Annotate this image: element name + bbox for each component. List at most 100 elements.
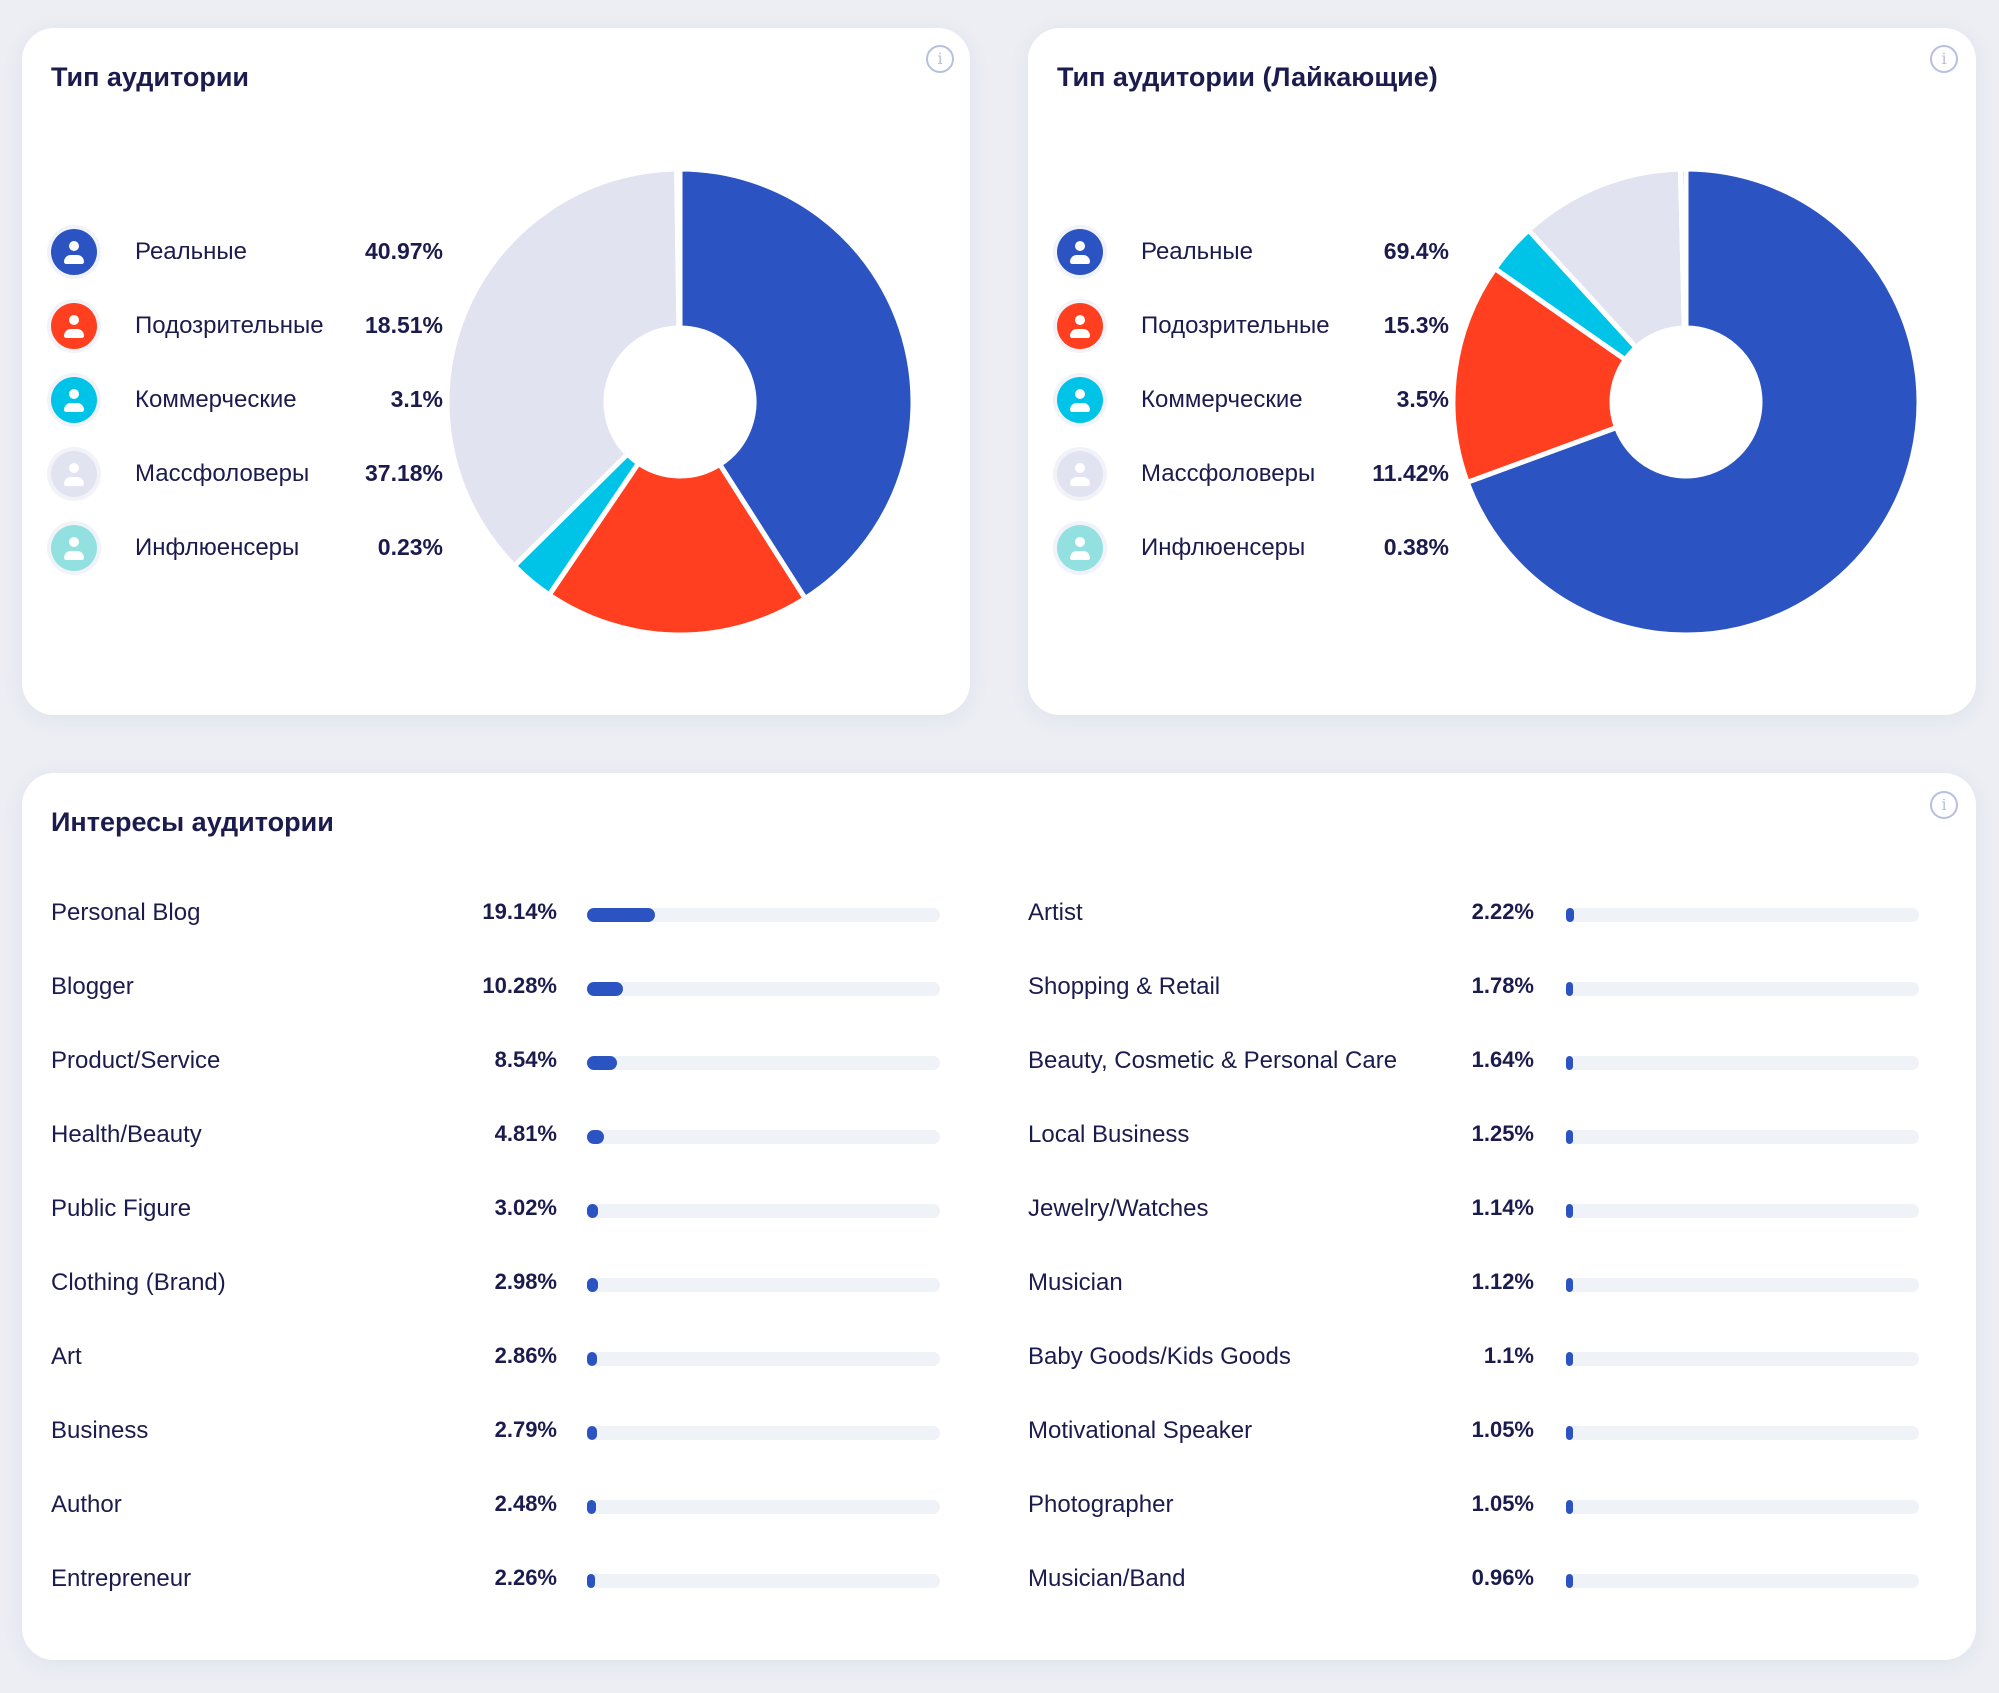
interest-row: Baby Goods/Kids Goods 1.1% (1028, 1337, 1919, 1377)
legend-value: 40.97% (364, 238, 443, 264)
interest-row: Musician/Band 0.96% (1028, 1559, 1919, 1599)
interest-value: 1.05% (1471, 1417, 1534, 1442)
interest-name: Art (51, 1343, 82, 1370)
interest-value: 1.05% (1471, 1491, 1534, 1516)
interest-name: Baby Goods/Kids Goods (1028, 1343, 1291, 1370)
interest-bar-track (1566, 1278, 1919, 1292)
legend-value: 3.5% (1396, 386, 1449, 412)
interest-value: 4.81% (494, 1121, 557, 1146)
legend-value: 0.23% (377, 534, 443, 560)
interest-name: Product/Service (51, 1047, 221, 1074)
legend-label: Коммерческие (1141, 386, 1303, 413)
interest-row: Local Business 1.25% (1028, 1115, 1919, 1155)
interest-name: Shopping & Retail (1028, 973, 1221, 1000)
legend-value: 37.18% (364, 460, 443, 486)
interest-value: 2.26% (494, 1565, 557, 1590)
legend-item-commercial: Коммерческие 3.5% (1053, 373, 1449, 427)
interest-bar-fill (587, 1574, 595, 1588)
legend-label: Коммерческие (135, 386, 297, 413)
info-icon[interactable]: i (926, 45, 954, 73)
interest-bar-fill (587, 1278, 598, 1292)
user-icon (47, 225, 101, 279)
interest-bar-track (1566, 1426, 1919, 1440)
interest-bar-track (587, 1204, 940, 1218)
interest-row: Product/Service 8.54% (51, 1041, 940, 1081)
interest-name: Artist (1028, 899, 1083, 926)
user-icon (1053, 521, 1107, 575)
interest-row: Blogger 10.28% (51, 967, 940, 1007)
interest-row: Photographer 1.05% (1028, 1485, 1919, 1525)
interest-bar-track (1566, 1056, 1919, 1070)
interest-bar-track (587, 1278, 940, 1292)
donut-slice-suspicious[interactable] (1450, 266, 1628, 485)
interest-bar-track (1566, 1130, 1919, 1144)
interest-name: Author (51, 1491, 122, 1518)
audience-type-likers-card: Тип аудитории (Лайкающие) i Реальные 69.… (1028, 28, 1976, 715)
interest-bar-fill (1566, 1056, 1573, 1070)
legend-item-massfollowers: Массфоловеры 37.18% (47, 447, 443, 501)
interest-bar-fill (1566, 1278, 1573, 1292)
interest-bar-fill (587, 1204, 598, 1218)
interest-value: 1.1% (1483, 1343, 1534, 1368)
card-title: Тип аудитории (51, 62, 250, 92)
audience-type-card: Тип аудитории i Реальные 40.97% Подозрит… (22, 28, 970, 715)
card-title: Интересы аудитории (51, 807, 334, 837)
interest-bar-fill (1566, 1130, 1573, 1144)
interest-bar-track (1566, 1574, 1919, 1588)
interest-value: 1.78% (1471, 973, 1534, 998)
interest-row: Musician 1.12% (1028, 1263, 1919, 1303)
interest-bar-track (587, 1426, 940, 1440)
interest-bar-fill (587, 1426, 597, 1440)
legend-item-commercial: Коммерческие 3.1% (47, 373, 443, 427)
legend-label: Массфоловеры (1141, 460, 1316, 487)
interest-row: Jewelry/Watches 1.14% (1028, 1189, 1919, 1229)
interest-row: Health/Beauty 4.81% (51, 1115, 940, 1155)
donut-slice-real[interactable] (1464, 166, 1922, 638)
legend-value: 11.42% (1372, 460, 1449, 486)
interest-value: 0.96% (1471, 1565, 1534, 1590)
user-icon (47, 299, 101, 353)
interest-row: Artist 2.22% (1028, 893, 1919, 933)
donut-chart (444, 166, 916, 638)
info-icon[interactable]: i (1930, 45, 1958, 73)
interest-name: Health/Beauty (51, 1121, 202, 1148)
donut-slice-massfollowers[interactable] (1526, 166, 1687, 350)
legend-value: 0.38% (1383, 534, 1449, 560)
legend-value: 18.51% (364, 312, 443, 338)
donut-slice-massfollowers[interactable] (444, 166, 682, 569)
interest-name: Public Figure (51, 1195, 192, 1222)
info-icon[interactable]: i (1930, 791, 1958, 819)
legend-item-suspicious: Подозрительные 15.3% (1053, 299, 1449, 353)
interest-value: 2.98% (494, 1269, 557, 1294)
interest-row: Business 2.79% (51, 1411, 940, 1451)
interest-bar-track (587, 982, 940, 996)
legend-item-real: Реальные 69.4% (1053, 225, 1449, 279)
legend-value: 69.4% (1383, 238, 1449, 264)
interest-value: 10.28% (482, 973, 557, 998)
donut-slice-influencers[interactable] (674, 166, 683, 331)
legend-item-influencers: Инфлюенсеры 0.38% (1053, 521, 1449, 575)
interest-bar-track (587, 1352, 940, 1366)
interest-bar-fill (587, 982, 624, 996)
legend-item-massfollowers: Массфоловеры 11.42% (1053, 447, 1449, 501)
interest-row: Clothing (Brand) 2.98% (51, 1263, 940, 1303)
legend-label: Подозрительные (135, 312, 324, 339)
interest-bar-track (587, 908, 940, 922)
interest-bar-fill (587, 908, 655, 922)
user-icon (1053, 299, 1107, 353)
user-icon (47, 447, 101, 501)
interest-bar-track (587, 1500, 940, 1514)
legend-label: Подозрительные (1141, 312, 1330, 339)
interest-name: Local Business (1028, 1121, 1190, 1148)
interest-name: Business (51, 1417, 149, 1444)
donut-slice-suspicious[interactable] (546, 460, 808, 638)
interest-bar-track (1566, 982, 1919, 996)
interest-name: Entrepreneur (51, 1565, 192, 1592)
interest-value: 1.12% (1471, 1269, 1534, 1294)
interest-bar-fill (587, 1352, 598, 1366)
interest-name: Blogger (51, 973, 134, 1000)
user-icon (47, 373, 101, 427)
donut-slice-influencers[interactable] (1677, 166, 1689, 331)
legend-label: Массфоловеры (135, 460, 310, 487)
user-icon (1053, 447, 1107, 501)
